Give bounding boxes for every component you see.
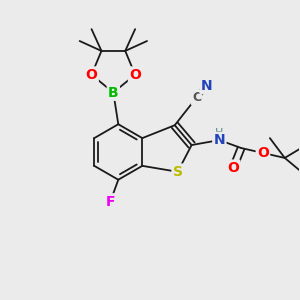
- Text: H: H: [215, 128, 224, 138]
- Text: N: N: [201, 79, 212, 93]
- Text: O: O: [129, 68, 141, 82]
- Text: O: O: [85, 68, 98, 82]
- Text: O: O: [257, 146, 269, 160]
- Text: S: S: [173, 165, 183, 179]
- Text: F: F: [106, 194, 115, 208]
- Text: B: B: [108, 85, 119, 100]
- Text: O: O: [227, 161, 239, 175]
- Text: C: C: [192, 91, 201, 104]
- Text: N: N: [214, 133, 225, 147]
